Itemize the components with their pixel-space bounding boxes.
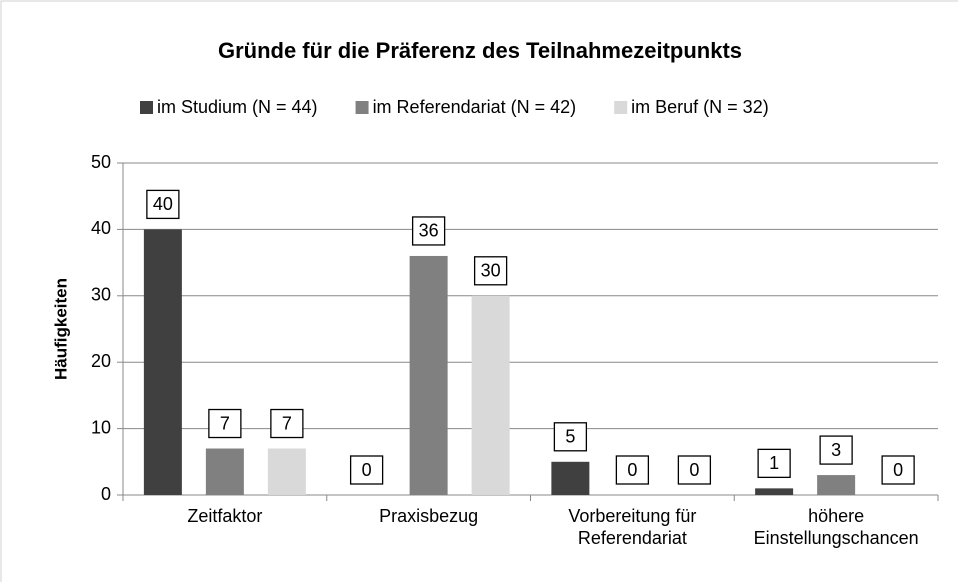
y-axis-label: Häufigkeiten <box>51 278 70 380</box>
value-label: 5 <box>565 427 575 447</box>
bar <box>205 448 244 495</box>
value-label: 0 <box>893 460 903 480</box>
value-label: 1 <box>769 453 779 473</box>
x-tick-label: Zeitfaktor <box>187 506 263 526</box>
x-tick-label: höhere Einstellungschancen <box>753 506 919 548</box>
bar <box>551 461 590 495</box>
value-label-box <box>208 408 242 439</box>
value-label: 0 <box>627 460 637 480</box>
x-tick-label: Praxisbezug <box>379 506 479 526</box>
value-label-box <box>881 455 915 485</box>
value-label-box <box>615 455 650 485</box>
bar <box>409 255 448 495</box>
value-label-box <box>757 448 791 479</box>
value-label: 3 <box>831 440 841 460</box>
y-tick-label: 40 <box>91 218 111 238</box>
value-label: 40 <box>153 194 173 214</box>
value-label-box <box>411 216 446 246</box>
value-label: 7 <box>282 413 292 433</box>
chart-title: Gründe für die Präferenz des Teilnahmeze… <box>218 38 742 63</box>
value-label-box <box>146 189 180 220</box>
value-label-box <box>819 435 853 465</box>
y-tick-label: 20 <box>91 351 111 371</box>
value-label: 0 <box>362 460 372 480</box>
bar <box>471 295 510 495</box>
y-tick-label: 30 <box>91 285 111 305</box>
bar <box>143 229 182 495</box>
value-label: 36 <box>419 221 439 241</box>
legend-label: im Referendariat (N = 42) <box>373 97 577 117</box>
y-tick-label: 0 <box>101 484 111 504</box>
legend-label: im Beruf (N = 32) <box>631 97 769 117</box>
value-label-box <box>553 422 588 452</box>
legend-label: im Studium (N = 44) <box>157 97 318 117</box>
value-label: 30 <box>481 261 501 281</box>
value-label-box <box>270 408 304 439</box>
legend-swatch <box>355 101 369 114</box>
value-label: 7 <box>220 413 230 433</box>
y-tick-label: 10 <box>91 417 111 437</box>
value-label-box <box>473 256 508 286</box>
bar <box>755 488 794 495</box>
legend-swatch <box>614 101 628 114</box>
bar <box>267 448 306 495</box>
value-label-box <box>677 455 712 485</box>
legend-swatch <box>140 101 153 114</box>
x-tick-label: Vorbereitung für Referendariat <box>568 506 697 548</box>
y-tick-label: 50 <box>91 152 111 172</box>
value-label: 0 <box>689 460 699 480</box>
bar <box>817 475 856 495</box>
value-label-box <box>349 455 384 485</box>
